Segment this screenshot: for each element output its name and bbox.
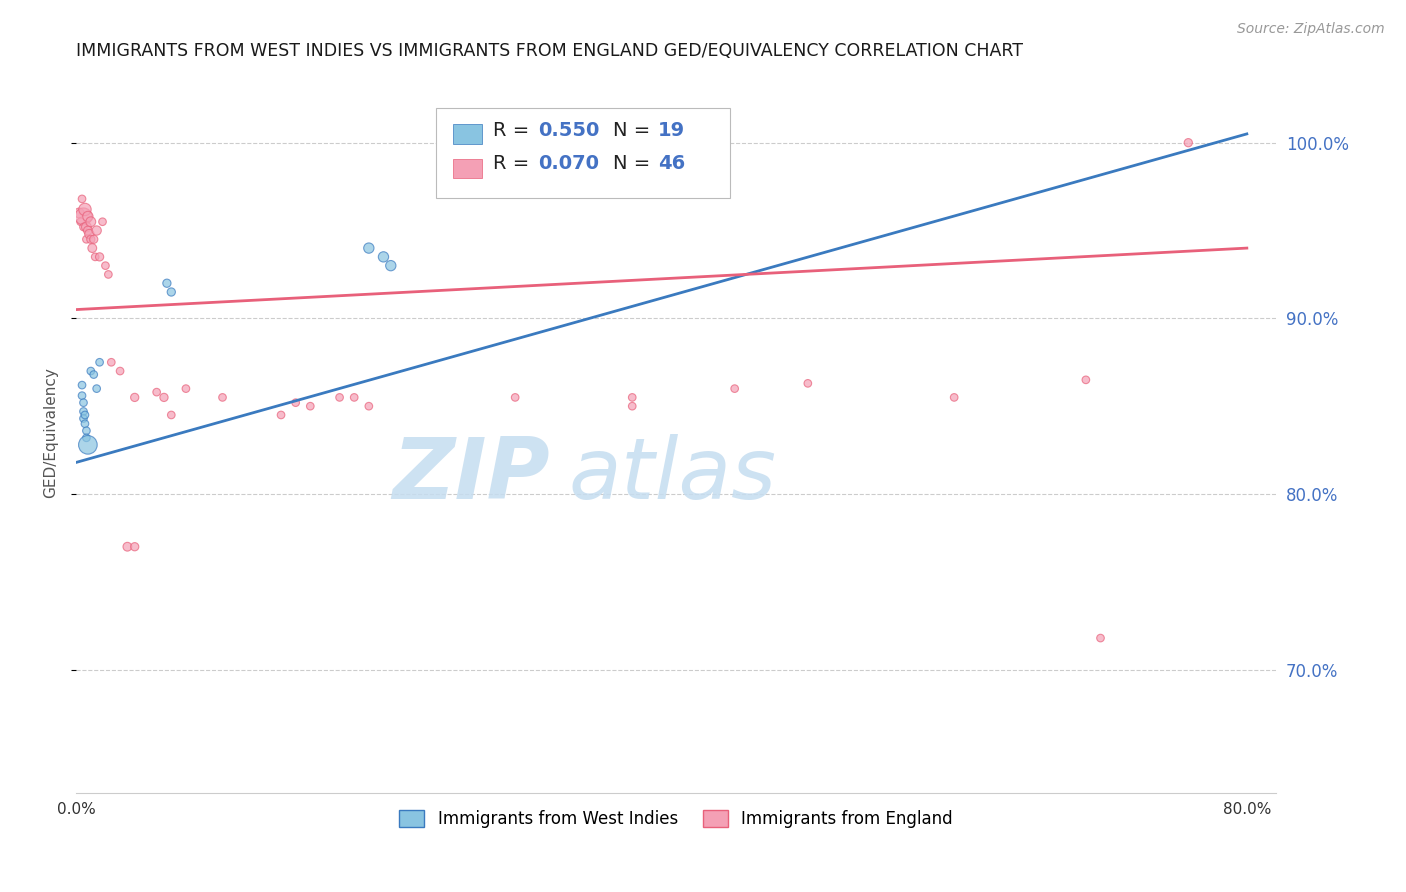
Point [84,250,107,264]
Point [73,408,96,422]
Point [70,378,93,392]
Legend: Immigrants from West Indies, Immigrants from England: Immigrants from West Indies, Immigrants … [392,803,959,835]
Point [211,391,233,405]
Point [75,424,97,438]
Point [70,192,93,206]
FancyBboxPatch shape [436,109,730,198]
Point [503,391,526,405]
Point [100,355,122,369]
Point [357,399,380,413]
Text: Source: ZipAtlas.com: Source: ZipAtlas.com [1237,22,1385,37]
Point [83,232,105,246]
Point [69,215,91,229]
Point [89,250,111,264]
Point [91,215,114,229]
Text: 0.550: 0.550 [538,120,599,139]
Point [380,259,402,273]
Point [943,391,966,405]
Point [82,241,104,255]
Text: 0.070: 0.070 [538,154,599,173]
Text: N =: N = [613,120,657,139]
Point [80,215,103,229]
Point [97,268,120,282]
Point [75,219,97,234]
Point [621,391,644,405]
Point [145,385,167,400]
Point [357,241,380,255]
Point [621,399,644,413]
Point [75,431,97,445]
Text: 19: 19 [658,120,685,139]
Point [86,382,108,396]
Point [72,411,94,425]
Point [79,227,101,241]
Point [83,368,105,382]
Text: R =: R = [492,154,536,173]
Point [270,408,292,422]
FancyBboxPatch shape [453,125,482,144]
Text: N =: N = [613,154,657,173]
Point [72,395,94,409]
Point [70,389,93,403]
Point [77,210,100,224]
Text: 46: 46 [658,154,685,173]
Point [284,395,307,409]
Point [89,355,111,369]
Point [299,399,322,413]
Point [80,364,103,378]
Point [797,376,820,391]
Point [1090,631,1112,645]
Point [160,408,183,422]
Text: IMMIGRANTS FROM WEST INDIES VS IMMIGRANTS FROM ENGLAND GED/EQUIVALENCY CORRELATI: IMMIGRANTS FROM WEST INDIES VS IMMIGRANT… [76,42,1024,60]
Y-axis label: GED/Equivalency: GED/Equivalency [44,368,58,498]
Text: R =: R = [492,120,536,139]
Point [153,391,176,405]
Point [160,285,183,299]
Point [108,364,131,378]
Point [77,438,100,452]
Point [94,259,117,273]
Point [156,277,179,291]
Point [72,404,94,418]
Point [73,202,96,217]
Text: atlas: atlas [568,434,776,517]
Point [724,382,747,396]
Point [80,232,103,246]
Point [124,391,146,405]
Point [72,210,94,224]
Point [77,223,100,237]
Point [329,391,352,405]
Point [174,382,197,396]
Point [117,540,139,554]
Point [343,391,366,405]
Point [373,250,395,264]
Point [1074,373,1097,387]
FancyBboxPatch shape [453,159,482,178]
Point [1177,136,1199,150]
Point [75,232,97,246]
Point [86,223,108,237]
Point [72,219,94,234]
Point [124,540,146,554]
Point [67,206,90,220]
Point [73,417,96,431]
Text: ZIP: ZIP [392,434,550,517]
